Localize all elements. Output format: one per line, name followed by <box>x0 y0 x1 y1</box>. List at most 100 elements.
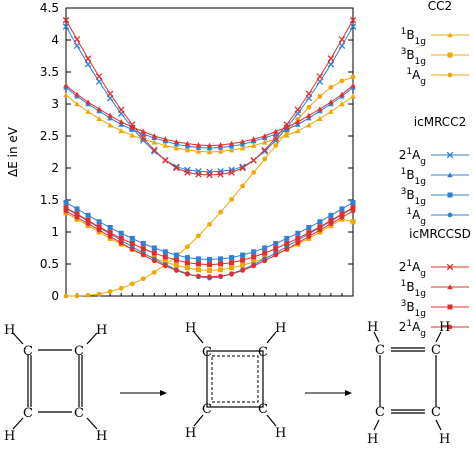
circle-marker <box>229 271 234 277</box>
atom-label: H <box>96 429 107 444</box>
square-marker <box>140 246 146 252</box>
x-marker <box>228 169 235 176</box>
circle-marker <box>140 276 146 282</box>
triangle-marker <box>107 122 113 128</box>
circle-marker <box>96 227 102 233</box>
square-marker <box>262 250 268 256</box>
x-marker <box>151 148 158 155</box>
circle-marker <box>174 268 179 273</box>
circle-marker <box>118 285 124 291</box>
legend-group-title: CC2 <box>428 0 452 13</box>
circle-marker <box>118 240 124 246</box>
triangle-marker <box>96 106 102 112</box>
circle-marker <box>251 170 257 175</box>
triangle-marker <box>140 131 147 137</box>
square-marker <box>240 252 246 258</box>
molecule-rectangular-left: H H H H C C C C <box>4 323 107 444</box>
circle-marker <box>107 234 113 239</box>
triangle-marker <box>129 126 136 132</box>
x-marker-stroke <box>95 73 103 80</box>
atom-label: H <box>439 432 450 447</box>
triangle-marker <box>74 91 80 97</box>
x-marker-stroke <box>349 23 357 30</box>
data-series <box>63 92 356 155</box>
y-axis-label: ΔE in eV <box>6 126 20 177</box>
x-marker-stroke <box>349 16 357 24</box>
triangle-marker <box>228 140 235 146</box>
triangle-marker <box>447 172 453 178</box>
triangle-marker <box>306 122 312 128</box>
x-marker <box>327 55 335 62</box>
legend-entry-label: 3B1g <box>401 299 426 319</box>
triangle-marker <box>118 119 124 125</box>
x-marker <box>162 157 169 164</box>
x-marker <box>261 148 268 155</box>
plot-area: 0 0.5 1 1.5 2 2.5 3 3.5 4 4.5 ΔE in eV <box>6 1 357 303</box>
legend-entry-label: 1Ag <box>406 67 426 87</box>
atom-label: H <box>185 426 196 441</box>
y-tick-label: 4.5 <box>40 1 59 15</box>
x-marker-stroke <box>73 42 81 50</box>
circle-marker <box>85 292 91 298</box>
circle-marker <box>218 209 223 215</box>
circle-marker <box>129 246 135 252</box>
x-marker <box>446 263 454 271</box>
legend: CC21B1g3B1g1AgicMRCC221Ag1B1g3B1g1AgicMR… <box>399 0 471 339</box>
legend-entry-label: 1B1g <box>401 27 426 47</box>
square-marker <box>140 241 146 247</box>
reaction-arrow <box>120 390 167 396</box>
legend-entry-label: 21Ag <box>399 147 426 167</box>
data-series <box>63 208 356 280</box>
atom-label: C <box>23 406 33 421</box>
legend-entry-label: 1Ag <box>406 207 426 227</box>
atom-label: C <box>431 405 441 420</box>
triangle-marker <box>217 142 224 148</box>
square-marker <box>118 230 124 236</box>
circle-marker <box>240 268 245 273</box>
x-marker <box>305 90 313 98</box>
x-marker <box>316 73 324 80</box>
triangle-marker <box>129 132 136 138</box>
atom-label: C <box>258 345 268 360</box>
circle-marker <box>339 214 345 220</box>
circle-marker <box>317 93 323 99</box>
square-marker <box>63 200 69 206</box>
square-marker <box>284 235 290 241</box>
x-marker <box>338 36 346 43</box>
triangle-marker <box>107 112 113 118</box>
y-tick-label: 1.5 <box>40 193 59 207</box>
square-marker <box>184 260 190 266</box>
triangle-marker <box>63 92 69 98</box>
square-marker <box>350 219 356 225</box>
square-marker <box>74 211 80 217</box>
square-marker <box>251 259 257 265</box>
square-marker <box>229 255 235 261</box>
square-marker <box>339 206 345 212</box>
circle-marker <box>306 104 312 110</box>
square-marker <box>184 265 190 271</box>
series-line <box>65 207 354 279</box>
triangle-marker <box>317 106 323 112</box>
triangle-marker <box>195 144 202 150</box>
square-marker <box>317 224 323 230</box>
x-marker-stroke <box>327 61 335 68</box>
y-tick-label: 4 <box>51 33 59 47</box>
atom-label: H <box>4 429 15 444</box>
reaction-arrow <box>305 390 352 396</box>
triangle-marker <box>217 144 224 150</box>
triangle-marker <box>184 143 191 149</box>
square-marker <box>195 256 201 262</box>
triangle-marker <box>195 148 202 154</box>
y-tick-label: 3.5 <box>40 65 59 79</box>
triangle-marker <box>306 115 312 121</box>
triangle-marker <box>195 142 202 148</box>
x-marker-stroke <box>173 163 180 170</box>
x-marker <box>95 73 103 80</box>
x-marker <box>349 16 357 24</box>
x-marker-stroke <box>446 263 454 271</box>
triangle-marker <box>283 132 290 138</box>
circle-marker <box>295 240 301 246</box>
x-marker-stroke <box>162 157 169 164</box>
x-marker <box>140 134 147 142</box>
triangle-marker <box>140 128 147 134</box>
